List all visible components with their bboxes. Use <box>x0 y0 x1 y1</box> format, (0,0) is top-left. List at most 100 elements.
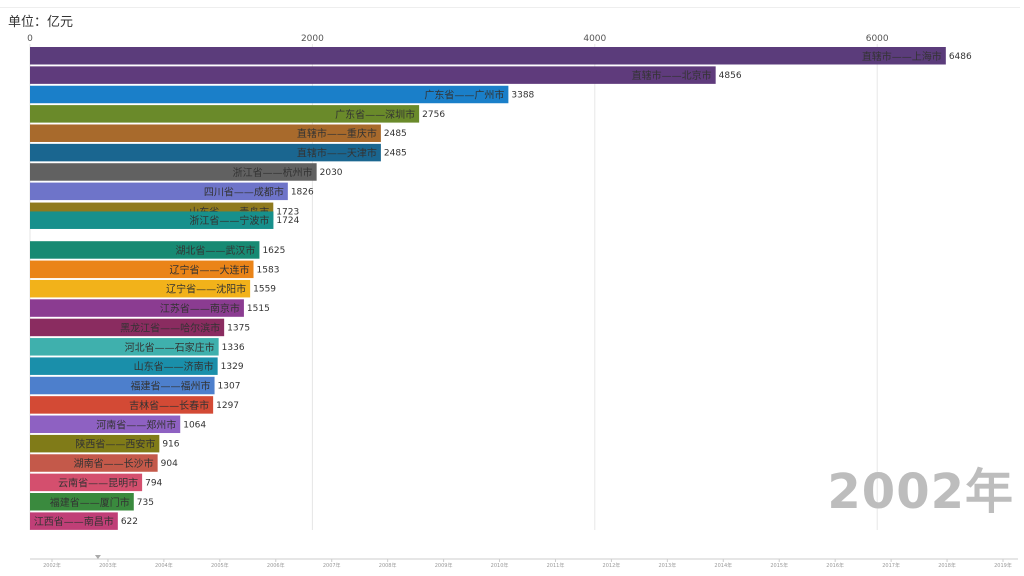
timeline-year-label[interactable]: 2019年 <box>994 562 1012 569</box>
bar-category-label: 湖北省——武汉市 <box>175 244 255 257</box>
bar-group: 直辖市——上海市 6486 <box>30 47 972 65</box>
timeline-slider[interactable]: 2002年 2003年 2004年 2005年 2006年 2007年 2008年 2009年… <box>0 540 1024 576</box>
bar-group: 辽宁省——沈阳市 1559 <box>30 279 276 298</box>
bar <box>30 299 244 317</box>
bar <box>30 415 181 434</box>
bar-value-label: 1307 <box>218 382 241 392</box>
bar <box>30 493 134 511</box>
bar-category-label: 吉林省——长春市 <box>129 399 209 412</box>
unit-label: 单位：亿元 <box>8 15 74 30</box>
bar-group: 浙江省——杭州市 2030 <box>30 163 343 181</box>
timeline-year-label[interactable]: 2016年 <box>826 562 844 569</box>
bar-category-label: 直辖市——北京市 <box>632 69 712 82</box>
bar-value-label: 904 <box>161 459 178 469</box>
bar-group: 山东省——济南市 1329 <box>30 357 244 375</box>
bar-value-label: 735 <box>137 498 154 508</box>
bar-group: 陕西省——西安市 916 <box>30 434 180 453</box>
timeline-year-label[interactable]: 2010年 <box>491 562 509 569</box>
year-watermark: 2002年 <box>827 464 1014 520</box>
bar-category-label: 广东省——广州市 <box>424 88 504 101</box>
bar-category-label: 河北省——石家庄市 <box>125 341 215 354</box>
timeline-year-label[interactable]: 2005年 <box>211 562 229 569</box>
bar-category-label: 黑龙江省——哈尔滨市 <box>120 321 220 334</box>
bar-group: 四川省——成都市 1826 <box>30 182 314 201</box>
bar <box>30 47 946 65</box>
bar-value-label: 1724 <box>276 216 299 226</box>
timeline-year-label[interactable]: 2015年 <box>770 562 788 569</box>
bar-category-label: 河南省——郑州市 <box>96 418 176 431</box>
bar-category-label: 直辖市——重庆市 <box>297 127 377 140</box>
bar-value-label: 1583 <box>257 265 280 275</box>
timeline-year-label[interactable]: 2012年 <box>603 562 621 569</box>
bar-value-label: 794 <box>145 478 162 488</box>
bar-category-label: 浙江省——宁波市 <box>189 214 269 227</box>
timeline-year-label[interactable]: 2017年 <box>882 562 900 569</box>
bar-value-label: 916 <box>162 440 179 450</box>
timeline-year-label[interactable]: 2011年 <box>547 562 565 569</box>
bar-category-label: 湖南省——长沙市 <box>74 457 154 470</box>
bar-category-label: 山东省——济南市 <box>134 360 214 373</box>
bar-group: 河南省——郑州市 1064 <box>30 415 206 434</box>
bar <box>30 357 218 375</box>
bar-value-label: 1336 <box>222 343 245 353</box>
bar-group: 湖北省——武汉市 1625 <box>30 241 285 259</box>
bar <box>30 434 160 453</box>
top-divider <box>0 7 1020 8</box>
bar <box>30 318 225 337</box>
bar-value-label: 1375 <box>227 323 250 333</box>
bar-group: 广东省——广州市 3388 <box>30 85 535 104</box>
bar <box>30 338 219 356</box>
timeline-year-label[interactable]: 2006年 <box>267 562 285 569</box>
bar-value-label: 1625 <box>262 246 285 256</box>
bar-group: 湖南省——长沙市 904 <box>30 454 178 472</box>
bar-group: 吉林省——长春市 1297 <box>30 396 239 414</box>
bar-value-label: 1329 <box>221 362 244 372</box>
bar-value-label: 3388 <box>511 90 534 100</box>
bar <box>30 376 215 395</box>
bar-group: 直辖市——重庆市 2485 <box>30 124 407 142</box>
bar <box>30 454 158 472</box>
bar-value-label: 622 <box>121 517 138 527</box>
bar-category-label: 江西省——南昌市 <box>34 515 114 528</box>
bar-category-label: 四川省——成都市 <box>204 185 284 198</box>
bar <box>30 66 716 84</box>
bar-value-label: 1515 <box>247 304 270 314</box>
bar-value-label: 2485 <box>384 149 407 159</box>
timeline-year-label[interactable]: 2007年 <box>323 562 341 569</box>
timeline-year-label[interactable]: 2008年 <box>379 562 397 569</box>
bar-category-label: 福建省——厦门市 <box>50 496 130 509</box>
bar <box>30 512 118 530</box>
bar-group: 福建省——厦门市 735 <box>30 493 154 511</box>
timeline-year-label[interactable]: 2002年 <box>43 562 61 569</box>
timeline-handle[interactable] <box>94 555 101 559</box>
bar-group: 江西省——南昌市 622 <box>30 512 138 530</box>
timeline-year-label[interactable]: 2018年 <box>938 562 956 569</box>
timeline-year-label[interactable]: 2004年 <box>155 562 173 569</box>
bar-group: 直辖市——北京市 4856 <box>30 66 742 84</box>
bar-category-label: 江苏省——南京市 <box>160 302 240 315</box>
timeline-year-label[interactable]: 2003年 <box>99 562 117 569</box>
bar-group: 江苏省——南京市 1515 <box>30 299 270 317</box>
bar-value-label: 1723 <box>276 207 299 217</box>
bar-category-label: 福建省——福州市 <box>131 380 211 393</box>
bar-value-label: 4856 <box>719 71 742 81</box>
bar-chart: 0 2000 4000 6000 直辖市——上海市 6486 直辖市——北京市 4856 广东… <box>27 34 972 530</box>
bar-value-label: 2756 <box>422 110 445 120</box>
bar-category-label: 云南省——昆明市 <box>58 476 138 489</box>
bar <box>30 279 251 298</box>
bar-group: 福建省——福州市 1307 <box>30 376 241 395</box>
bar-value-label: 6486 <box>949 52 972 62</box>
bar <box>30 396 214 414</box>
bar-category-label: 浙江省——杭州市 <box>233 166 313 179</box>
bar <box>30 211 274 229</box>
bar-group: 直辖市——天津市 2485 <box>30 143 407 162</box>
x-tick-label: 6000 <box>866 34 889 44</box>
timeline-year-label[interactable]: 2013年 <box>658 562 676 569</box>
bar-value-label: 1826 <box>291 187 314 197</box>
bar-category-label: 直辖市——上海市 <box>862 50 942 63</box>
bar <box>30 473 143 492</box>
timeline-year-label[interactable]: 2014年 <box>714 562 732 569</box>
bar-category-label: 辽宁省——沈阳市 <box>166 283 246 296</box>
bar-category-label: 辽宁省——大连市 <box>170 263 250 276</box>
timeline-year-label[interactable]: 2009年 <box>435 562 453 569</box>
